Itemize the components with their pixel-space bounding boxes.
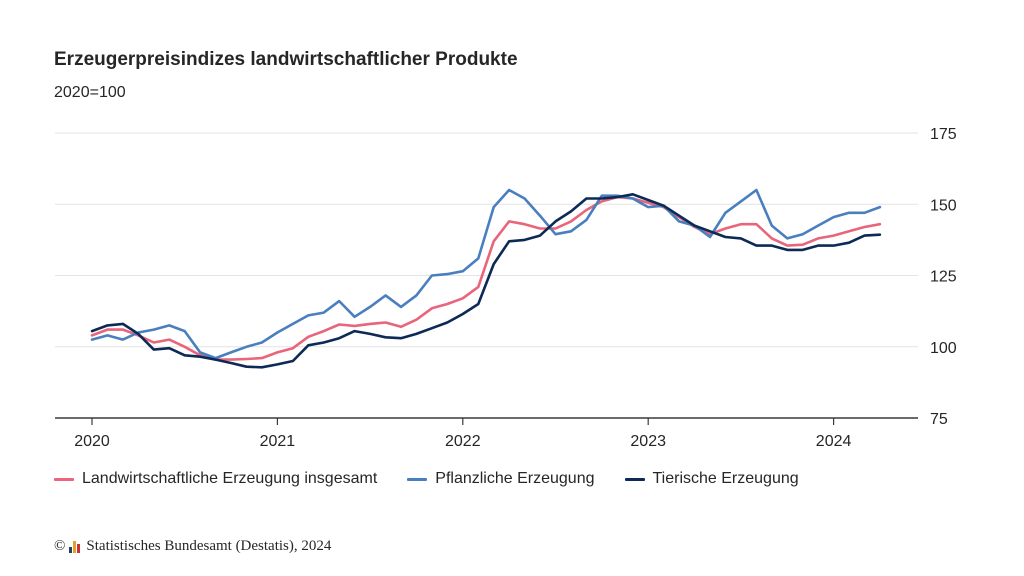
chart-title: Erzeugerpreisindizes landwirtschaftliche… [54, 49, 518, 70]
source-footer: © Statistisches Bundesamt (Destatis), 20… [54, 538, 331, 555]
legend-swatch-0 [54, 477, 74, 481]
y-tick-label-150: 150 [930, 197, 957, 214]
x-tick-label-2020: 2020 [74, 433, 110, 450]
series-line-0 [90, 195, 882, 361]
y-tick-label-75: 75 [930, 411, 948, 428]
legend-swatch-1 [407, 477, 428, 481]
legend: Landwirtschaftliche Erzeugung insgesamt … [54, 470, 829, 488]
x-tick-label-2022: 2022 [445, 433, 481, 450]
legend-item-series-1[interactable]: Pflanzliche Erzeugung [407, 470, 595, 488]
copyright-symbol: © [54, 538, 66, 554]
legend-label-2: Tierische Erzeugung [652, 470, 799, 487]
destatis-logo-icon [69, 540, 81, 553]
source-text: Statistisches Bundesamt (Destatis), 2024 [86, 538, 332, 554]
y-tick-label-125: 125 [930, 269, 957, 286]
x-tick-label-2021: 2021 [260, 433, 296, 450]
y-tick-label-175: 175 [930, 126, 957, 143]
legend-item-series-2[interactable]: Tierische Erzeugung [624, 470, 799, 488]
y-tick-label-100: 100 [930, 340, 957, 357]
series-line-1 [90, 188, 882, 360]
legend-item-series-0[interactable]: Landwirtschaftliche Erzeugung insgesamt [54, 470, 377, 488]
legend-swatch-2 [624, 477, 645, 481]
chart-subtitle: 2020=100 [54, 84, 126, 101]
x-tick-label-2024: 2024 [816, 433, 852, 450]
legend-label-1: Pflanzliche Erzeugung [435, 470, 595, 487]
legend-label-0: Landwirtschaftliche Erzeugung insgesamt [82, 470, 378, 487]
x-tick-label-2023: 2023 [630, 433, 666, 450]
series-line-2 [90, 193, 882, 369]
